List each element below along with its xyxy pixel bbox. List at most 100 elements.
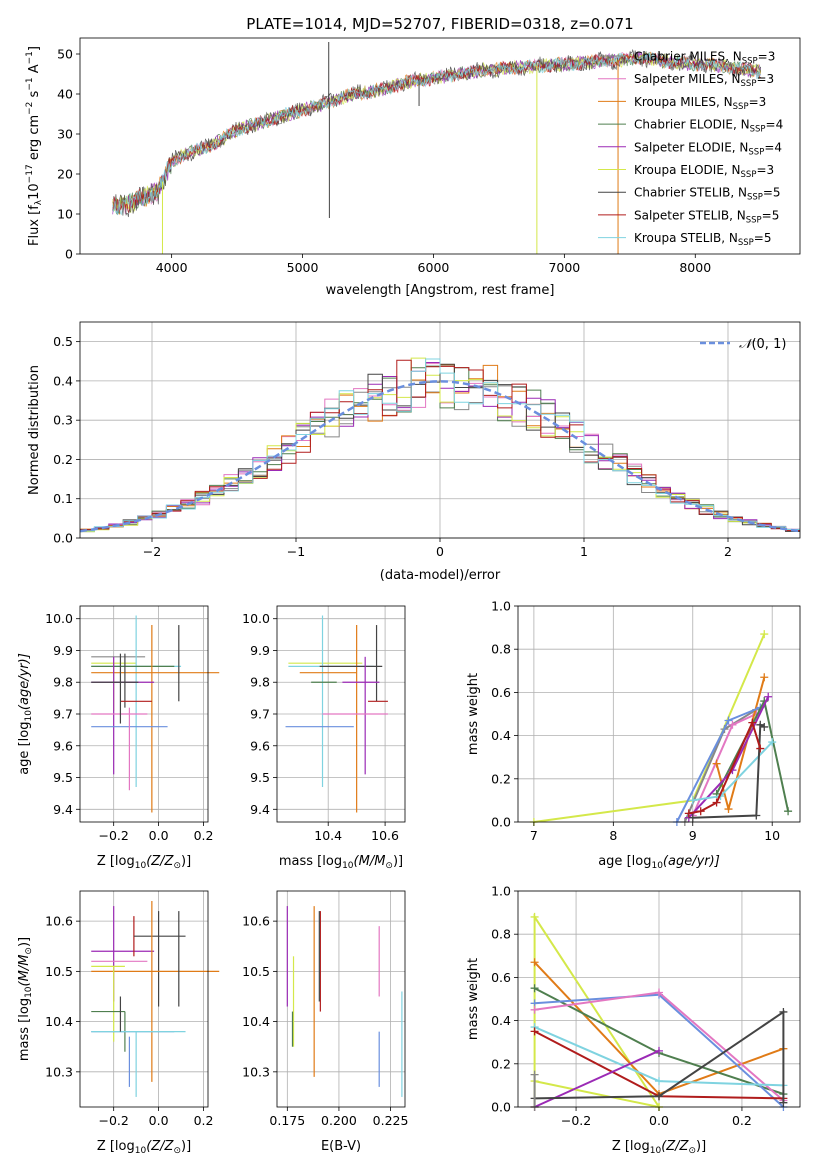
- weight-point: [530, 958, 539, 967]
- legend-label: Salpeter STELIB, NSSP=5: [634, 208, 779, 225]
- legend-series-name: Kroupa MILES, N: [634, 95, 733, 109]
- spectrum-xlabel: wavelength [Angstrom, rest frame]: [326, 283, 555, 298]
- legend-series-name: Salpeter STELIB, N: [634, 208, 746, 222]
- x-tick-label: 10: [764, 828, 780, 843]
- legend-label-normal: 𝒩(0, 1): [739, 337, 786, 352]
- weight-point: [768, 738, 777, 747]
- x-tick-label: 0.2: [732, 1113, 752, 1128]
- y-tick-label: 50: [57, 47, 73, 62]
- weight-point: [530, 1070, 539, 1079]
- weight-point: [760, 673, 769, 682]
- y-tick-label: 10.3: [242, 1064, 270, 1079]
- weight-point: [655, 1077, 663, 1086]
- legend-label: Kroupa STELIB, NSSP=5: [634, 231, 772, 248]
- y-tick-label: 0.8: [491, 927, 511, 942]
- weight-point: [655, 1046, 663, 1055]
- legend-series-name: Chabrier ELODIE, N: [634, 118, 750, 132]
- y-tick-label: 9.6: [250, 738, 270, 753]
- x-tick-label: −0.2: [561, 1113, 591, 1128]
- y-tick-label: 10: [57, 207, 73, 222]
- y-tick-label: 30: [57, 127, 73, 142]
- weight-point: [752, 811, 761, 820]
- legend-label: Kroupa ELODIE, NSSP=3: [634, 163, 774, 180]
- spectrum-ylabel: Flux [fλ10−17 erg cm−2 s−1 A−1]: [25, 46, 44, 246]
- weight-vs-age-ylabel: mass weight: [466, 673, 481, 755]
- x-tick-label: 0.0: [149, 828, 169, 843]
- x-tick-label: 0.0: [649, 1113, 669, 1128]
- x-tick-label: 0.200: [321, 1113, 357, 1128]
- weight-point: [760, 630, 769, 639]
- weight-point: [724, 716, 733, 725]
- y-tick-label: 0.0: [491, 815, 511, 830]
- legend-nssp-value: =3: [749, 95, 767, 109]
- legend-nssp-sub: SSP: [741, 170, 757, 180]
- y-tick-label: 10.0: [242, 611, 270, 626]
- weight-point: [684, 809, 693, 818]
- x-tick-label: 2: [724, 544, 732, 559]
- legend-nssp-value: =5: [754, 231, 772, 245]
- weight-point: [688, 813, 697, 822]
- x-tick-label: −0.2: [99, 828, 129, 843]
- weight-point: [712, 798, 721, 807]
- weight-point: [748, 718, 757, 727]
- y-tick-label: 9.7: [53, 707, 73, 722]
- weight-point: [779, 1098, 788, 1107]
- x-tick-label: −1: [287, 544, 305, 559]
- x-tick-label: 0.2: [194, 828, 214, 843]
- weight-line: [676, 706, 761, 823]
- y-tick-label: 10.0: [45, 611, 73, 626]
- y-tick-label: 0.3: [53, 413, 73, 428]
- y-tick-label: 0.6: [491, 685, 511, 700]
- y-tick-label: 40: [57, 87, 73, 102]
- weight-point: [760, 722, 769, 731]
- y-tick-label: 9.4: [250, 802, 270, 817]
- legend-series-name: Kroupa STELIB, N: [634, 231, 738, 245]
- x-tick-label: 6000: [418, 260, 450, 275]
- y-tick-label: 9.9: [53, 643, 73, 658]
- legend-nssp-sub: SSP: [738, 238, 754, 248]
- x-tick-label: 0.175: [269, 1113, 305, 1128]
- y-tick-label: 9.5: [53, 770, 73, 785]
- y-tick-label: 1.0: [491, 884, 511, 899]
- legend-label: Chabrier MILES, NSSP=3: [634, 50, 775, 67]
- legend-series-name: Chabrier STELIB, N: [634, 186, 747, 200]
- legend-label: Chabrier STELIB, NSSP=5: [634, 186, 781, 203]
- y-tick-label: 0.0: [53, 531, 73, 546]
- mass-vs-Z-xlabel: Z [log10(Z/Z⊙)]: [97, 1139, 191, 1156]
- y-tick-label: 1.0: [491, 599, 511, 614]
- weight-vs-age-xlabel: age [log10(age/yr)]: [598, 854, 720, 871]
- legend-nssp-sub: SSP: [741, 79, 757, 89]
- weight-line: [534, 1080, 660, 1108]
- y-tick-label: 0.2: [53, 452, 73, 467]
- legend-series-name: Kroupa ELODIE, N: [634, 163, 741, 177]
- legend-series-name: Salpeter ELODIE, N: [634, 140, 748, 154]
- mass-vs-Z-frame: [79, 890, 209, 1108]
- y-tick-label: 9.6: [53, 738, 73, 753]
- x-tick-label: 10.6: [371, 828, 399, 843]
- legend-label: Salpeter MILES, NSSP=3: [634, 72, 774, 89]
- y-tick-label: 10.5: [242, 964, 270, 979]
- legend-label: Salpeter ELODIE, NSSP=4: [634, 140, 782, 157]
- y-tick-label: 0: [65, 247, 73, 262]
- x-tick-label: 7: [530, 828, 538, 843]
- weight-vs-age-frame: [517, 605, 801, 823]
- weight-point: [779, 1007, 788, 1016]
- weight-point: [712, 759, 721, 768]
- x-tick-label: 0: [436, 544, 444, 559]
- weight-point: [530, 1027, 539, 1036]
- weight-vs-Z-panel: −0.2 0.0 0.2 0.0 0.2 0.4 0.6 0.8 1.0 Z [log10(Z/…: [466, 884, 801, 1156]
- y-tick-label: 0.5: [53, 334, 73, 349]
- x-tick-label: −0.2: [99, 1113, 129, 1128]
- legend-nssp-value: =5: [763, 186, 781, 200]
- y-tick-label: 0.2: [491, 1056, 511, 1071]
- weight-point: [655, 1092, 663, 1101]
- age-vs-Z-xlabel: Z [log10(Z/Z⊙)]: [97, 854, 191, 871]
- x-tick-label: 0.2: [194, 1113, 214, 1128]
- weight-point: [756, 744, 765, 753]
- mass-vs-Z-panel: −0.2 0.0 0.2 10.3 10.4 10.5 10.6 Z [log10(Z/Z⊙…: [17, 890, 220, 1156]
- legend-nssp-value: =3: [758, 50, 776, 64]
- weight-point: [688, 796, 697, 805]
- mass-vs-ebv-xlabel: E(B-V): [321, 1139, 361, 1154]
- legend-series-name: Chabrier MILES, N: [634, 50, 742, 64]
- weight-point: [724, 805, 733, 814]
